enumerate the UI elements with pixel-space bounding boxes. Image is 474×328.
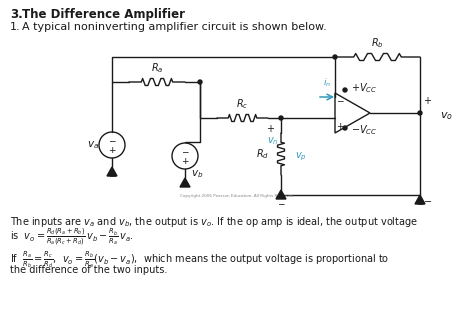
- Text: $v_n$: $v_n$: [267, 135, 279, 147]
- Circle shape: [418, 111, 422, 115]
- Text: $R_b$: $R_b$: [371, 36, 384, 50]
- Text: A typical noninverting amplifier circuit is shown below.: A typical noninverting amplifier circuit…: [22, 22, 327, 32]
- Circle shape: [333, 55, 337, 59]
- Text: $+$: $+$: [423, 95, 432, 107]
- Text: $v_o$: $v_o$: [440, 110, 453, 122]
- Text: $+$: $+$: [266, 122, 275, 133]
- Text: If  $\frac{R_a}{R_b} = \frac{R_c}{R_d}$,  $v_o = \frac{R_b}{R_a}(v_b - v_a)$,  w: If $\frac{R_a}{R_b} = \frac{R_c}{R_d}$, …: [10, 249, 389, 270]
- Text: $+$: $+$: [336, 121, 344, 131]
- Text: $+$: $+$: [108, 145, 116, 155]
- Circle shape: [279, 116, 283, 120]
- Text: $+V_{CC}$: $+V_{CC}$: [351, 81, 377, 95]
- Circle shape: [343, 88, 347, 92]
- Text: The inputs are $v_a$ and $v_b$, the output is $v_o$. If the op amp is ideal, the: The inputs are $v_a$ and $v_b$, the outp…: [10, 215, 418, 229]
- Text: $-$: $-$: [181, 147, 189, 155]
- Polygon shape: [415, 195, 425, 204]
- Text: the difference of the two inputs.: the difference of the two inputs.: [10, 265, 167, 275]
- Circle shape: [198, 80, 202, 84]
- Text: The Difference Amplifier: The Difference Amplifier: [22, 8, 185, 21]
- Text: $-$: $-$: [416, 198, 424, 208]
- Text: $v_b$: $v_b$: [191, 168, 203, 180]
- Text: $-V_{CC}$: $-V_{CC}$: [351, 123, 377, 137]
- Text: $i_n$: $i_n$: [323, 76, 331, 89]
- Polygon shape: [276, 190, 286, 199]
- Text: $v_p$: $v_p$: [295, 151, 307, 163]
- Text: $v_a$: $v_a$: [87, 139, 99, 151]
- Text: $-$: $-$: [423, 195, 433, 205]
- Text: $-$: $-$: [336, 95, 344, 105]
- Text: $+$: $+$: [181, 156, 189, 166]
- Text: $-$: $-$: [108, 135, 116, 145]
- Text: $R_d$: $R_d$: [256, 147, 269, 161]
- Text: 1.: 1.: [10, 22, 21, 32]
- Text: $-$: $-$: [277, 198, 285, 208]
- Polygon shape: [107, 167, 117, 176]
- Polygon shape: [180, 178, 190, 187]
- Text: is  $v_o = \frac{R_d(R_a+R_b)}{R_a(R_c+R_d)}\,v_b - \frac{R_b}{R_a}\,v_a$.: is $v_o = \frac{R_d(R_a+R_b)}{R_a(R_c+R_…: [10, 227, 134, 248]
- Text: $-$: $-$: [108, 171, 116, 179]
- Text: $R_c$: $R_c$: [237, 97, 249, 111]
- Text: 3.: 3.: [10, 8, 23, 21]
- Circle shape: [343, 126, 347, 130]
- Text: Copyright 2006 Pearson Education, All Rights Reserved: Copyright 2006 Pearson Education, All Ri…: [180, 194, 294, 198]
- Text: $R_a$: $R_a$: [151, 61, 163, 75]
